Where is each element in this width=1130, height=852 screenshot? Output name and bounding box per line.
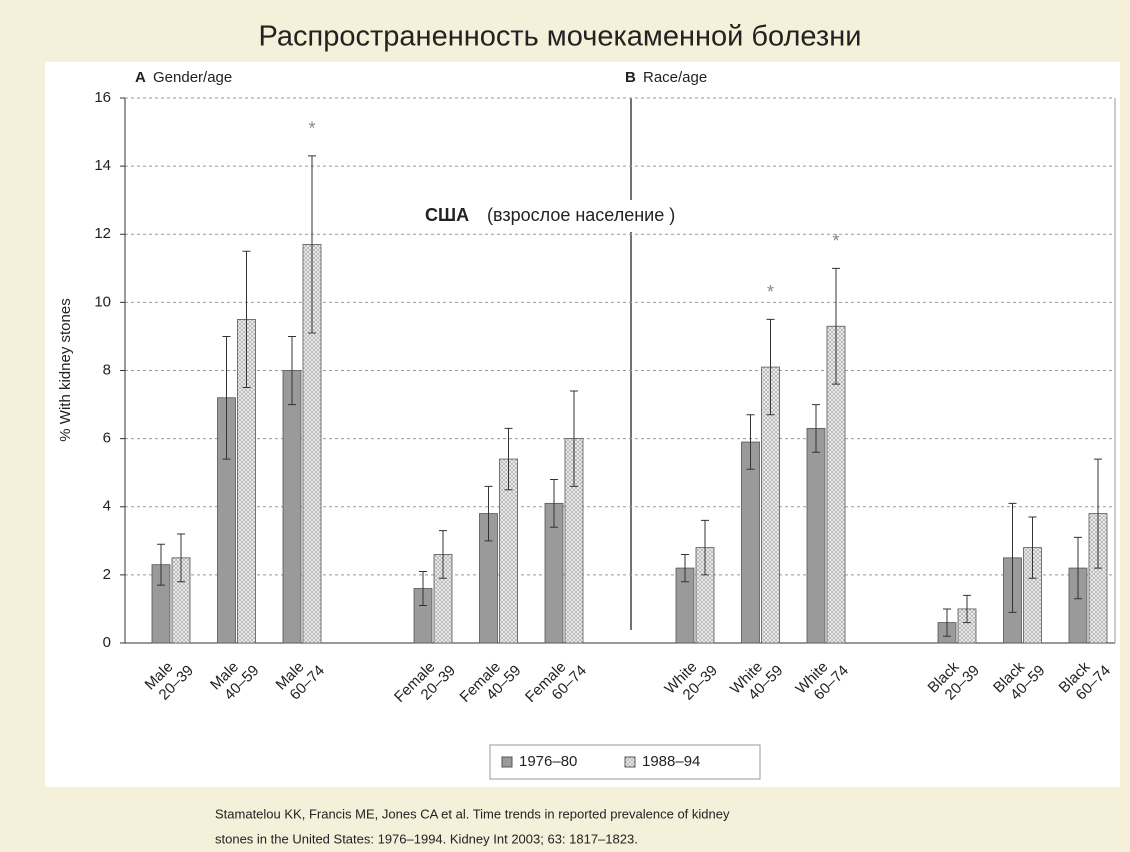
y-tick-label: 4	[103, 498, 111, 515]
error-bar	[504, 427, 513, 491]
y-tick-label: 12	[94, 225, 111, 242]
panel-letter: A	[135, 69, 146, 86]
legend-label: 1976–80	[519, 753, 577, 770]
y-tick-label: 6	[103, 430, 111, 447]
y-tick-label: 16	[94, 89, 111, 106]
error-bar	[681, 553, 689, 583]
error-bar	[157, 543, 165, 586]
legend-swatch	[624, 756, 636, 768]
y-tick-label: 2	[103, 566, 111, 583]
y-tick-label: 8	[103, 361, 111, 378]
annotation-bg	[415, 200, 770, 232]
y-tick-label: 14	[94, 157, 111, 174]
legend-label: 1988–94	[642, 753, 700, 770]
panel-letter: B	[625, 69, 636, 86]
panel-label: Race/age	[643, 69, 707, 86]
error-bar	[439, 530, 447, 579]
annotation: (взрослое население )	[487, 205, 675, 225]
error-bar	[963, 594, 971, 624]
error-bar	[288, 335, 296, 406]
error-bar	[177, 533, 185, 583]
error-bar	[222, 335, 231, 460]
error-bar	[550, 479, 558, 528]
error-bar	[484, 485, 493, 542]
annotation-bold: США	[425, 205, 469, 225]
error-bar	[242, 250, 251, 389]
error-bar	[570, 390, 578, 487]
error-bar	[766, 318, 775, 416]
y-tick-label: 0	[103, 634, 111, 651]
bar	[741, 441, 760, 644]
error-bar	[701, 519, 709, 576]
y-axis-label: % With kidney stones	[57, 298, 74, 441]
asterisk: *	[832, 231, 839, 251]
error-bar	[832, 267, 840, 385]
error-bar	[812, 404, 820, 453]
asterisk: *	[767, 282, 774, 302]
chart-title: Распространенность мочекаменной болезни	[259, 21, 862, 53]
error-bar	[1074, 536, 1082, 600]
error-bar	[1094, 458, 1102, 569]
error-bar	[419, 570, 427, 607]
error-bar	[746, 414, 755, 470]
bar	[282, 370, 302, 644]
error-bar	[943, 608, 951, 637]
legend-swatch	[501, 756, 513, 768]
bar	[806, 428, 826, 644]
error-bar	[1008, 502, 1017, 613]
citation: Stamatelou KK, Francis ME, Jones CA et a…	[215, 806, 730, 821]
error-bar	[1028, 516, 1037, 579]
asterisk: *	[308, 119, 315, 139]
panel-label: Gender/age	[153, 69, 232, 86]
y-tick-label: 10	[94, 293, 111, 310]
error-bar	[308, 155, 316, 334]
citation: stones in the United States: 1976–1994. …	[215, 831, 638, 846]
